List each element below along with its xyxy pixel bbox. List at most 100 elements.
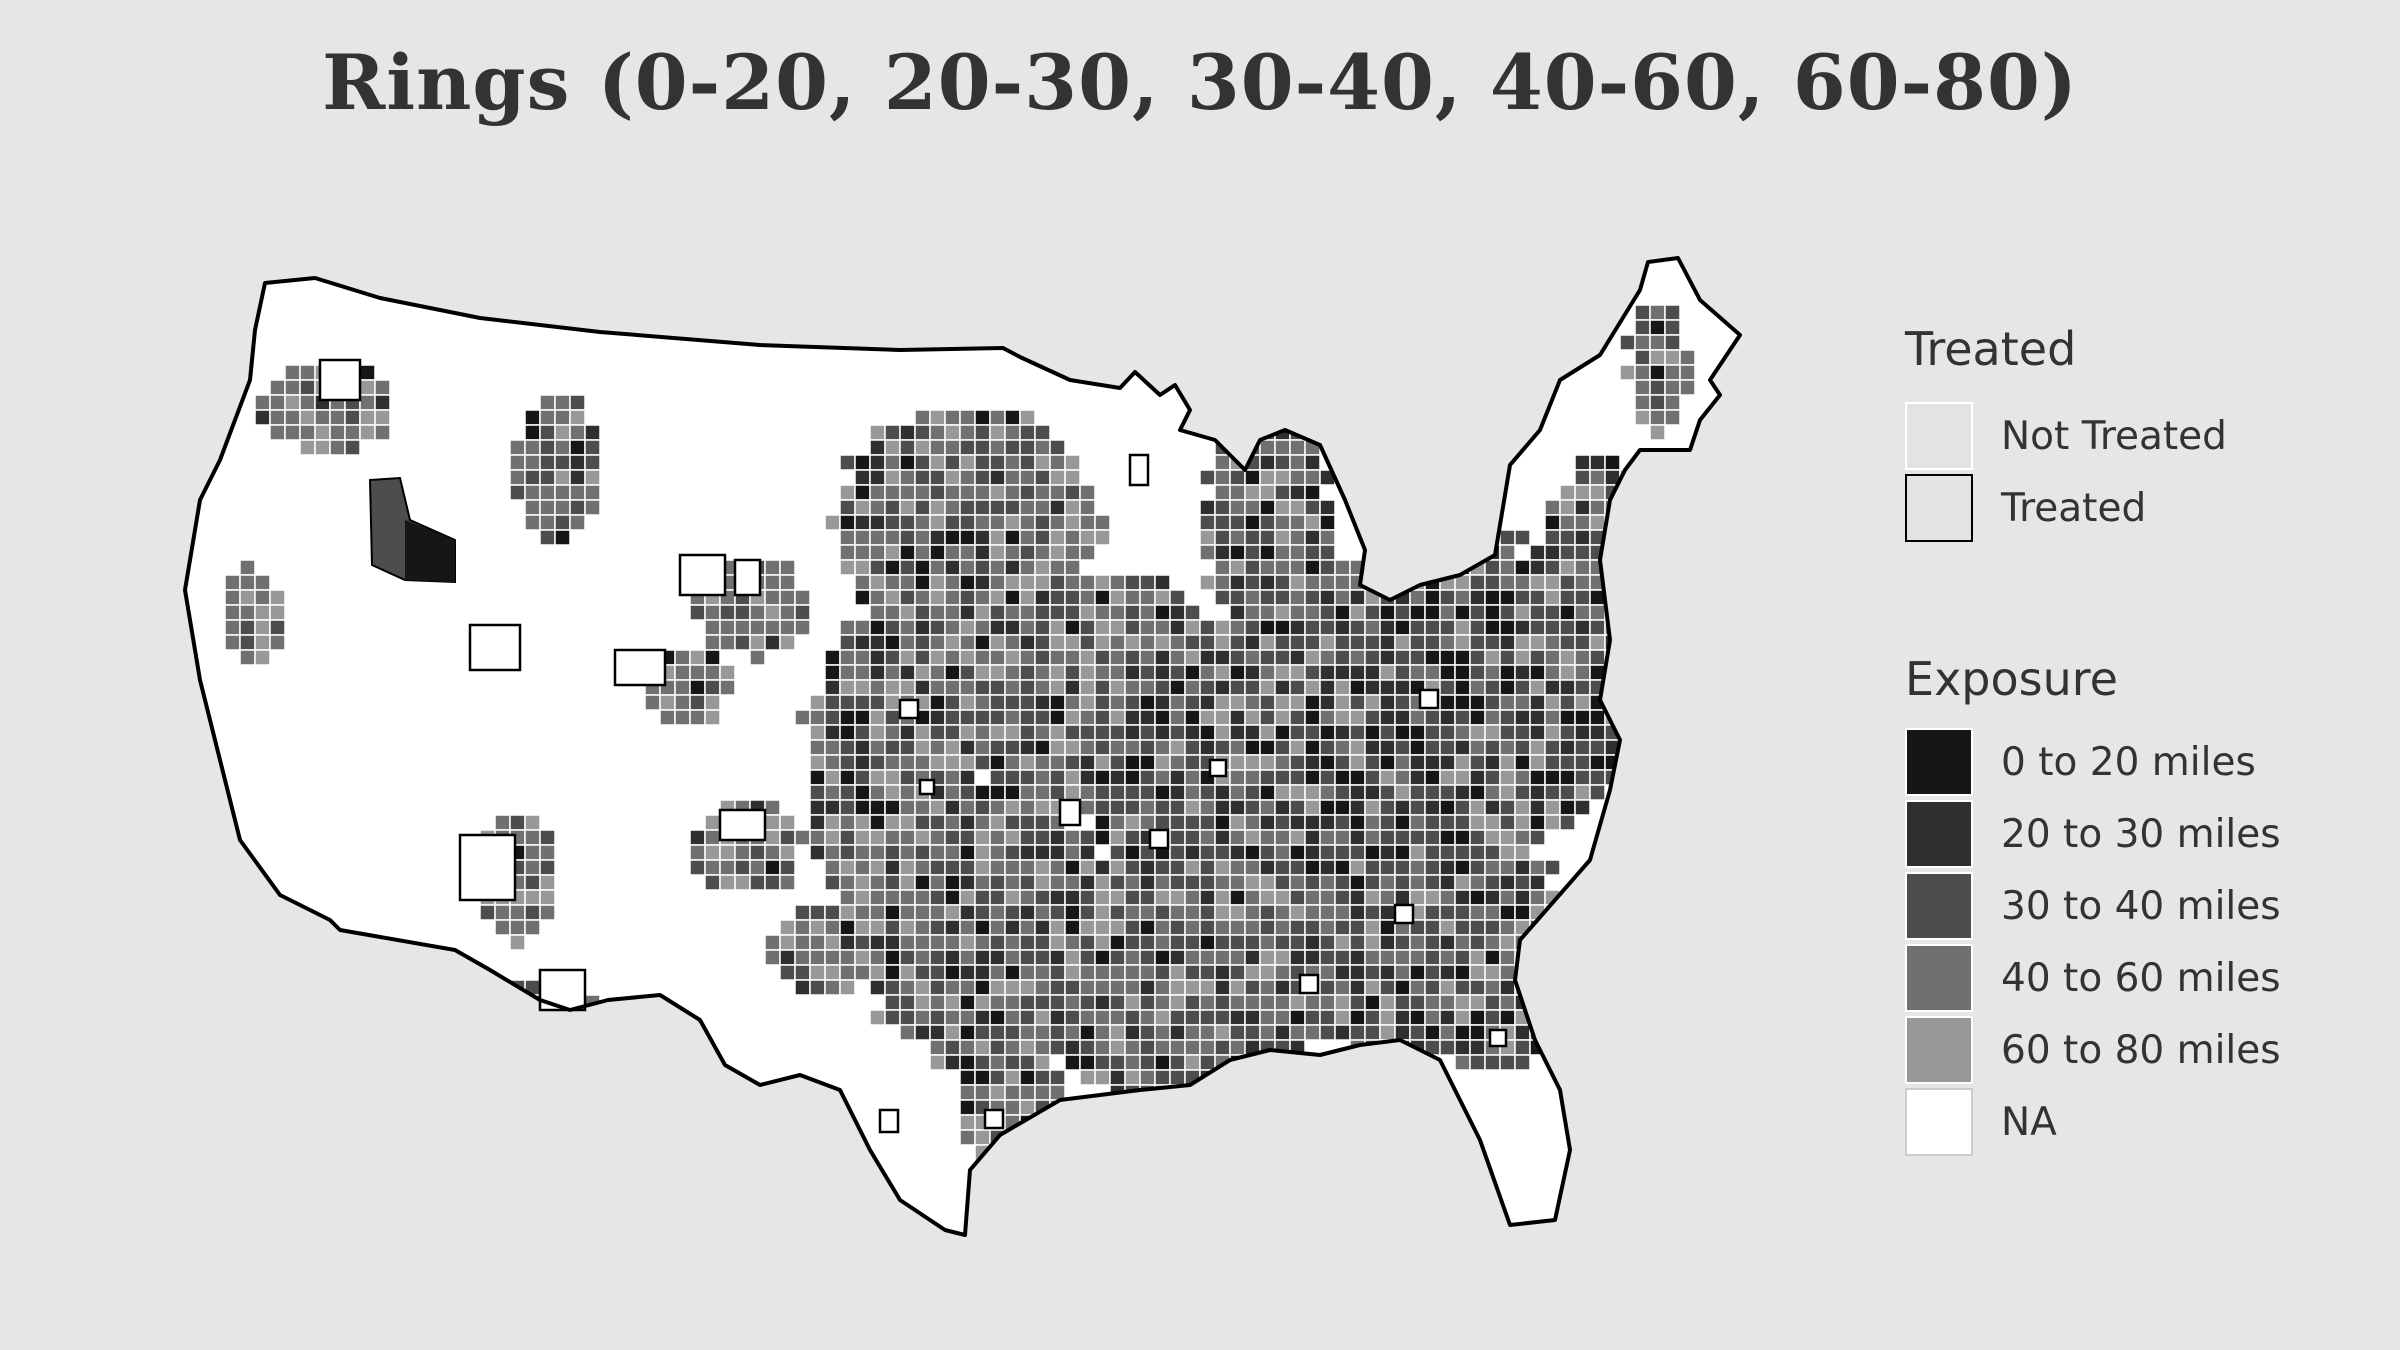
county-cell bbox=[899, 889, 916, 906]
county-cell bbox=[1544, 694, 1561, 711]
county-cell bbox=[1079, 679, 1096, 696]
county-cell bbox=[1049, 769, 1066, 786]
county-cell bbox=[1439, 1024, 1456, 1041]
county-cell bbox=[914, 499, 931, 516]
county-cell bbox=[1139, 919, 1156, 936]
county-cell bbox=[359, 409, 376, 426]
county-cell bbox=[1139, 934, 1156, 951]
county-cell bbox=[1334, 754, 1351, 771]
county-cell bbox=[779, 814, 796, 831]
county-cell bbox=[524, 454, 541, 471]
county-cell bbox=[1004, 634, 1021, 651]
county-cell bbox=[1049, 589, 1066, 606]
county-cell bbox=[1274, 754, 1291, 771]
county-cell bbox=[1034, 769, 1051, 786]
county-cell bbox=[1409, 829, 1426, 846]
county-cell bbox=[1064, 904, 1081, 921]
county-cell bbox=[854, 514, 871, 531]
county-cell bbox=[224, 604, 241, 621]
county-cell bbox=[1154, 904, 1171, 921]
county-cell bbox=[1529, 1009, 1546, 1026]
county-cell bbox=[1379, 649, 1396, 666]
county-cell bbox=[974, 484, 991, 501]
county-cell bbox=[1364, 889, 1381, 906]
county-cell bbox=[854, 799, 871, 816]
county-cell bbox=[989, 694, 1006, 711]
county-cell bbox=[989, 439, 1006, 456]
county-cell bbox=[884, 589, 901, 606]
county-cell bbox=[884, 634, 901, 651]
county-cell bbox=[869, 964, 886, 981]
county-cell bbox=[1274, 994, 1291, 1011]
county-cell bbox=[1244, 754, 1261, 771]
county-cell bbox=[1409, 949, 1426, 966]
county-cell bbox=[1319, 574, 1336, 591]
county-cell bbox=[554, 529, 571, 546]
county-cell bbox=[989, 409, 1006, 426]
county-cell bbox=[854, 589, 871, 606]
county-cell bbox=[1214, 844, 1231, 861]
county-cell bbox=[689, 694, 706, 711]
county-cell bbox=[824, 814, 841, 831]
county-cell bbox=[974, 604, 991, 621]
county-cell bbox=[1619, 709, 1636, 726]
county-cell bbox=[959, 469, 976, 486]
county-cell bbox=[1439, 649, 1456, 666]
county-cell bbox=[1349, 919, 1366, 936]
county-cell bbox=[1079, 724, 1096, 741]
legend-item: 20 to 30 miles bbox=[1905, 798, 2281, 870]
treated-county bbox=[1208, 758, 1228, 778]
county-cell bbox=[914, 799, 931, 816]
county-cell bbox=[1229, 799, 1246, 816]
county-cell bbox=[1409, 994, 1426, 1011]
county-cell bbox=[1334, 769, 1351, 786]
county-cell bbox=[1334, 589, 1351, 606]
county-cell bbox=[1424, 664, 1441, 681]
county-cell bbox=[929, 964, 946, 981]
county-cell bbox=[1229, 934, 1246, 951]
county-cell bbox=[959, 529, 976, 546]
county-cell bbox=[899, 619, 916, 636]
county-cell bbox=[674, 709, 691, 726]
county-cell bbox=[1379, 1024, 1396, 1041]
county-cell bbox=[1184, 1039, 1201, 1056]
county-cell bbox=[974, 1129, 991, 1146]
county-cell bbox=[1229, 754, 1246, 771]
county-cell bbox=[839, 844, 856, 861]
county-cell bbox=[1064, 754, 1081, 771]
county-cell bbox=[929, 424, 946, 441]
county-cell bbox=[1049, 964, 1066, 981]
county-cell bbox=[1574, 709, 1591, 726]
county-cell bbox=[1004, 694, 1021, 711]
county-cell bbox=[1379, 859, 1396, 876]
county-cell bbox=[869, 844, 886, 861]
county-cell bbox=[914, 739, 931, 756]
county-cell bbox=[1244, 709, 1261, 726]
county-cell bbox=[1424, 769, 1441, 786]
county-cell bbox=[1244, 484, 1261, 501]
county-cell bbox=[1274, 679, 1291, 696]
county-cell bbox=[1544, 649, 1561, 666]
county-cell bbox=[989, 844, 1006, 861]
county-cell bbox=[539, 529, 556, 546]
county-cell bbox=[1379, 889, 1396, 906]
county-cell bbox=[854, 484, 871, 501]
county-cell bbox=[1139, 649, 1156, 666]
county-cell bbox=[1169, 934, 1186, 951]
county-cell bbox=[989, 589, 1006, 606]
county-cell bbox=[1124, 679, 1141, 696]
county-cell bbox=[1214, 544, 1231, 561]
county-cell bbox=[1214, 814, 1231, 831]
county-cell bbox=[1214, 1009, 1231, 1026]
legend-label: Not Treated bbox=[2001, 413, 2227, 459]
county-cell bbox=[1019, 769, 1036, 786]
county-cell bbox=[299, 394, 316, 411]
county-cell bbox=[1034, 799, 1051, 816]
county-cell bbox=[989, 484, 1006, 501]
county-cell bbox=[1289, 1054, 1306, 1071]
county-cell bbox=[884, 994, 901, 1011]
county-cell bbox=[1559, 649, 1576, 666]
legend-item: 0 to 20 miles bbox=[1905, 726, 2281, 798]
county-cell bbox=[764, 829, 781, 846]
county-cell bbox=[1499, 724, 1516, 741]
